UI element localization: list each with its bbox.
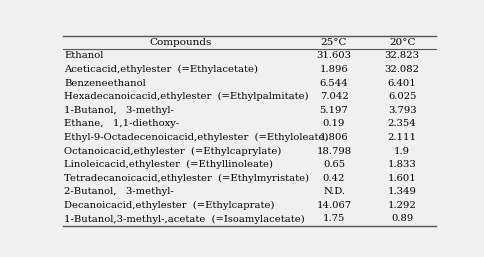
- Text: Hexadecanoicacid,ethylester  (=Ethylpalmitate): Hexadecanoicacid,ethylester (=Ethylpalmi…: [64, 92, 308, 101]
- Text: 20°C: 20°C: [388, 38, 415, 47]
- Text: Ethyl-9-Octadecenoicacid,ethylester  (=Ethyloleate): Ethyl-9-Octadecenoicacid,ethylester (=Et…: [64, 133, 328, 142]
- Text: Ethanol: Ethanol: [64, 51, 103, 60]
- Text: Compounds: Compounds: [150, 38, 212, 47]
- Text: 2.111: 2.111: [387, 133, 416, 142]
- Text: 6.544: 6.544: [319, 79, 348, 88]
- Text: 1.806: 1.806: [319, 133, 348, 142]
- Text: 7.042: 7.042: [319, 92, 348, 101]
- Text: 3.793: 3.793: [387, 106, 416, 115]
- Text: 6.401: 6.401: [387, 79, 416, 88]
- Text: 0.65: 0.65: [322, 160, 345, 169]
- Text: Decanoicacid,ethylester  (=Ethylcaprate): Decanoicacid,ethylester (=Ethylcaprate): [64, 201, 274, 210]
- Text: 1.292: 1.292: [387, 201, 416, 210]
- Text: 1.9: 1.9: [393, 146, 409, 155]
- Text: Tetradecanoicacid,ethylester  (=Ethylmyristate): Tetradecanoicacid,ethylester (=Ethylmyri…: [64, 174, 308, 183]
- Text: 31.603: 31.603: [316, 51, 351, 60]
- Text: Benzeneethanol: Benzeneethanol: [64, 79, 146, 88]
- Text: 2-Butanol,   3-methyl-: 2-Butanol, 3-methyl-: [64, 187, 173, 196]
- Text: 6.025: 6.025: [387, 92, 416, 101]
- Text: 0.19: 0.19: [322, 120, 345, 128]
- Text: 1.896: 1.896: [319, 65, 348, 74]
- Text: 18.798: 18.798: [316, 146, 351, 155]
- Text: Octanoicacid,ethylester  (=Ethylcaprylate): Octanoicacid,ethylester (=Ethylcaprylate…: [64, 146, 281, 155]
- Text: Aceticacid,ethylester  (=Ethylacetate): Aceticacid,ethylester (=Ethylacetate): [64, 65, 257, 74]
- Text: 14.067: 14.067: [316, 201, 351, 210]
- Text: 1.833: 1.833: [387, 160, 416, 169]
- Text: 2.354: 2.354: [387, 120, 416, 128]
- Text: 0.42: 0.42: [322, 174, 345, 183]
- Text: N.D.: N.D.: [322, 187, 344, 196]
- Text: 0.89: 0.89: [390, 215, 412, 224]
- Text: Ethane,   1,1-diethoxy-: Ethane, 1,1-diethoxy-: [64, 120, 179, 128]
- Text: 5.197: 5.197: [319, 106, 348, 115]
- Text: 1-Butanol,3-methyl-,acetate  (=Isoamylacetate): 1-Butanol,3-methyl-,acetate (=Isoamylace…: [64, 214, 304, 224]
- Text: 1.601: 1.601: [387, 174, 416, 183]
- Text: 32.823: 32.823: [384, 51, 419, 60]
- Text: 1-Butanol,   3-methyl-: 1-Butanol, 3-methyl-: [64, 106, 174, 115]
- Text: 32.082: 32.082: [384, 65, 419, 74]
- Text: Linoleicacid,ethylester  (=Ethyllinoleate): Linoleicacid,ethylester (=Ethyllinoleate…: [64, 160, 272, 169]
- Text: 25°C: 25°C: [320, 38, 347, 47]
- Text: 1.349: 1.349: [387, 187, 416, 196]
- Text: 1.75: 1.75: [322, 215, 345, 224]
